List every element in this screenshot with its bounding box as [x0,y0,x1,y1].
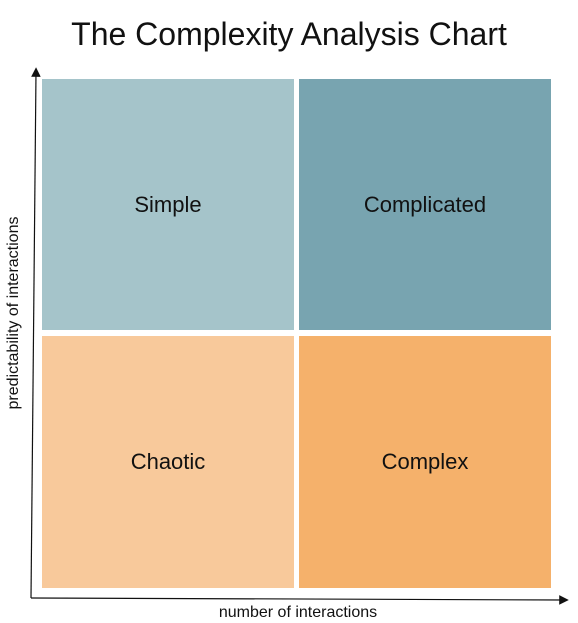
quadrant-label-simple: Simple [134,191,202,217]
quadrant-chaotic: Chaotic [42,336,294,588]
quadrant-label-complex: Complex [381,449,469,474]
quadrant-label-complicated: Complicated [363,191,487,217]
quadrant-complex: Complex [299,336,551,588]
quadrant-complicated: Complicated [299,79,551,330]
x-axis-line [30,595,569,605]
y-axis-line [30,67,41,599]
y-axis-label: predictability of interactions [5,216,22,410]
x-axis-label: number of interactions [218,604,378,621]
quadrant-label-chaotic: Chaotic [130,449,206,474]
chart-title: The Complexity Analysis Chart [71,16,507,52]
quadrant-simple: Simple [42,79,294,330]
